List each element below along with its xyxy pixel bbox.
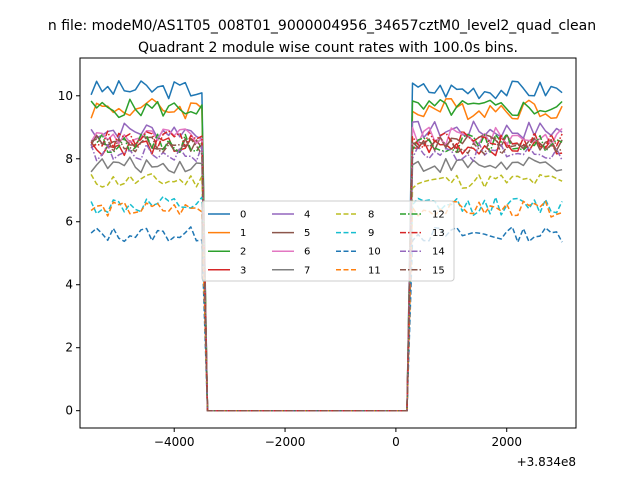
axes-frame (79, 57, 577, 429)
chart-title: Quadrant 2 module wise count rates with … (138, 40, 518, 56)
legend-box (201, 200, 455, 282)
legend-label-9: 9 (368, 228, 374, 239)
y-tick-label: 2 (65, 341, 73, 355)
series-15-line (90, 136, 563, 412)
series-10-line (90, 226, 563, 412)
series-7-line (90, 156, 563, 412)
legend-label-14: 14 (432, 247, 445, 258)
y-tick-label: 0 (65, 404, 73, 418)
y-tick-label: 10 (58, 89, 73, 103)
legend-label-2: 2 (240, 247, 246, 258)
legend-label-10: 10 (368, 247, 381, 258)
legend-label-5: 5 (304, 228, 310, 239)
x-tick-label: 2000 (491, 435, 522, 449)
x-tick-label: 0 (392, 435, 400, 449)
legend-label-12: 12 (432, 210, 445, 221)
legend-label-7: 7 (304, 265, 310, 276)
figure-suptitle: n file: modeM0/AS1T05_008T01_9000004956_… (48, 18, 596, 34)
legend-label-6: 6 (304, 247, 310, 258)
legend-label-4: 4 (304, 210, 310, 221)
legend-label-13: 13 (432, 228, 445, 239)
legend-label-0: 0 (240, 210, 246, 221)
legend-label-11: 11 (368, 265, 381, 276)
x-offset-label: +3.834e8 (517, 455, 576, 469)
legend-label-1: 1 (240, 228, 246, 239)
legend-label-15: 15 (432, 265, 445, 276)
series-9-line (90, 195, 563, 412)
series-8-line (90, 172, 563, 412)
x-tick-label: −2000 (265, 435, 306, 449)
x-tick-label: −4000 (154, 435, 195, 449)
y-tick-label: 4 (65, 278, 73, 292)
plot-area (90, 80, 563, 412)
legend-label-3: 3 (240, 265, 246, 276)
y-tick-label: 8 (65, 152, 73, 166)
y-tick-label: 6 (65, 215, 73, 229)
legend-label-8: 8 (368, 210, 374, 221)
